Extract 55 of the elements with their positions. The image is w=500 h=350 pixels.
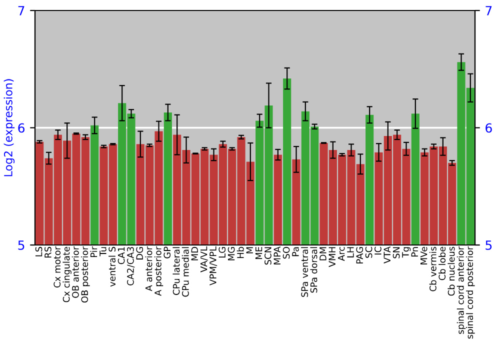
x-tick-label: IC [374,246,382,254]
x-tick-label: CPu lateral [172,247,180,295]
x-tick-label: ventral S [108,246,116,287]
x-tick-label: LG [218,247,226,258]
y-tick-label: 5 [18,240,24,250]
x-tick-label: SCN [264,247,272,265]
x-tick-label: LS [35,246,42,256]
x-tick-label: Pa [292,247,299,256]
x-tick-label: Cx cingulate [62,246,72,302]
x-tick-label: Hb [236,246,244,258]
x-tick-label: Pir [90,246,98,257]
x-tick-label: A anterior [145,246,152,292]
x-tick-label: spinal cord anterior [456,246,466,334]
x-tick-label: LH [347,247,354,258]
x-tick-label: DM [320,247,326,260]
y-tick-label: 7 [18,6,24,16]
x-tick-label: SC [365,246,372,258]
x-tick-label: Pn [411,247,418,257]
y-axis-title: Log2 (expression) [4,79,15,176]
x-tick-label: Cx motor [54,246,61,288]
x-tick-label: VA/VL [200,246,208,272]
x-tick-label: CA2/CA3 [127,247,135,286]
x-tick-label: Cb nucleus [448,246,455,296]
x-tick-label: GP [164,246,171,258]
x-tick-label: Cb lobe [438,246,446,280]
x-tick-label: MG [228,247,235,260]
x-tick-label: MD [191,246,198,260]
x-tick-label: RS [44,246,52,258]
x-tick-label: SPa dorsal [310,247,318,293]
x-tick-label: MVe [420,246,428,264]
x-tick-label: ME [255,246,262,259]
y2-tick-label: 5 [486,240,492,250]
x-tick-label: SN [392,247,400,258]
x-tick-label: OB posterior [81,246,90,303]
x-tick-label: VMH [328,247,336,268]
x-tick-label: OB anterior [72,246,79,298]
x-tick-label: CA1 [118,247,125,264]
x-tick-label: Cb vermis [429,246,436,292]
x-tick-label: Tg [402,247,411,258]
x-tick-label: spinal cord posterior [466,246,475,339]
x-tick-label: VTA [384,246,390,264]
x-tick-label: DG [136,247,144,260]
y2-tick-label: 6 [486,123,492,133]
x-tick-label: PAG [356,247,364,264]
x-tick-label: CPu medial [182,247,189,297]
x-tick-label: VPM/VPL [210,246,218,286]
x-tick-label: SPa ventral [301,247,308,297]
x-tick-label: Tu [100,247,106,256]
y2-tick-label: 7 [486,6,492,16]
x-tick-label: M [246,247,253,254]
x-tick-label: SO [282,246,290,259]
y-tick-label: 6 [18,123,24,133]
x-tick-label: MPA [274,246,280,264]
x-tick-label: Arc [338,246,345,261]
x-tick-label: A posterior [154,246,164,296]
